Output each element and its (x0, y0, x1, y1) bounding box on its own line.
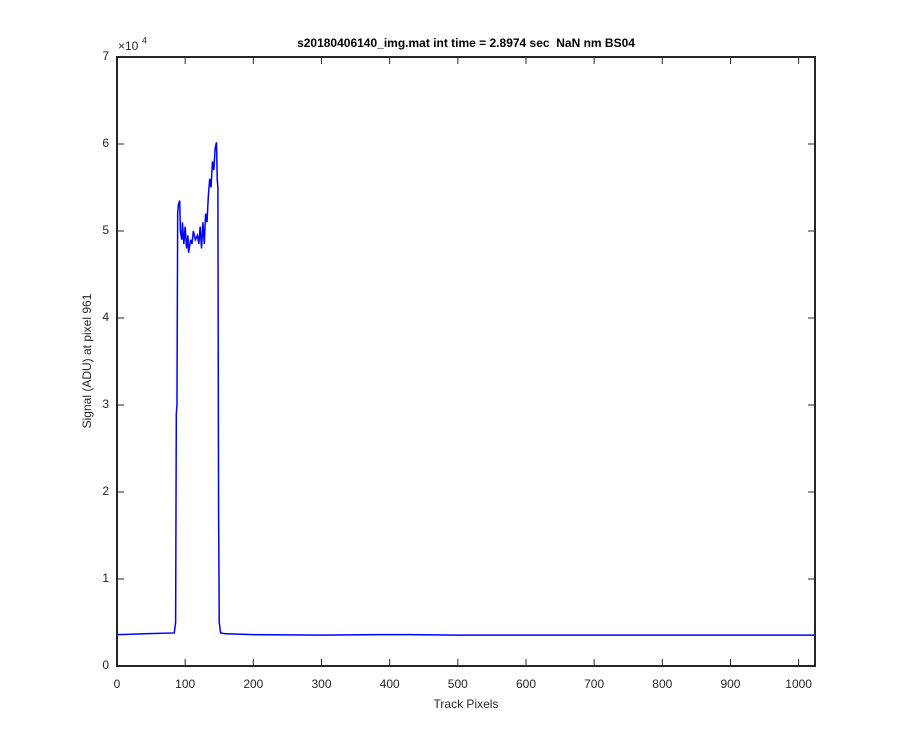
y-tick-label: 1 (102, 571, 109, 585)
x-tick-label: 100 (175, 677, 195, 691)
y-multiplier-exponent: 4 (142, 35, 147, 45)
y-tick-label: 6 (102, 136, 109, 150)
x-tick-label: 0 (114, 677, 121, 691)
plot-frame (116, 56, 816, 667)
y-tick-label: 7 (102, 49, 109, 63)
x-tick-label: 200 (243, 677, 263, 691)
x-tick-label: 600 (516, 677, 536, 691)
x-tick-label: 1000 (785, 677, 812, 691)
x-tick-label: 700 (584, 677, 604, 691)
y-tick-label: 0 (102, 658, 109, 672)
y-tick-label: 5 (102, 223, 109, 237)
x-axis-label: Track Pixels (434, 697, 499, 711)
x-tick-label: 400 (380, 677, 400, 691)
x-tick-label: 300 (311, 677, 331, 691)
y-tick-label: 3 (102, 397, 109, 411)
y-axis-label: Signal (ADU) at pixel 961 (80, 293, 94, 428)
x-tick-label: 500 (448, 677, 468, 691)
x-tick-label: 900 (720, 677, 740, 691)
y-multiplier-base: ×10 (118, 39, 139, 53)
x-tick-label: 800 (652, 677, 672, 691)
chart-title: s20180406140_img.mat int time = 2.8974 s… (297, 36, 635, 50)
line-series (116, 142, 815, 636)
y-tick-label: 4 (102, 310, 109, 324)
y-tick-label: 2 (102, 484, 109, 498)
